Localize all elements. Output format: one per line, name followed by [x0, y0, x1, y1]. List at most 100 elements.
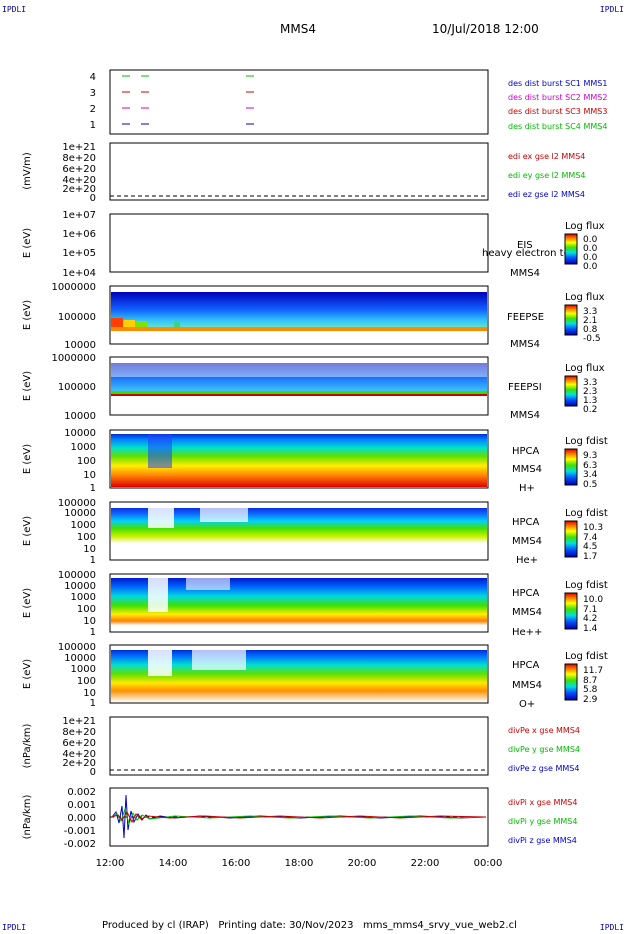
legend-edi-x: edi ex gse l2 MMS4 — [508, 152, 585, 161]
instrument-label: HPCA — [512, 660, 540, 671]
colorbar-title: Log flux — [565, 221, 605, 232]
y-axis-label: E (eV) — [22, 516, 33, 546]
instrument-label: FEEPSE — [507, 312, 544, 323]
y-tick-label: 100000 — [58, 642, 96, 653]
y-tick-label: 0.002 — [67, 787, 96, 798]
y-tick-label: 0 — [90, 193, 96, 204]
y-tick-label: 10 — [83, 470, 96, 481]
instrument-label: HPCA — [512, 588, 540, 599]
y-tick-label: 10000 — [64, 411, 96, 422]
colorbar-tick: 3.4 — [583, 470, 598, 480]
colorbar-tick: 9.3 — [583, 451, 597, 461]
y-axis-label: (nPa/km) — [22, 724, 33, 769]
y-tick-label: 10 — [83, 688, 96, 699]
y-tick-label: 1 — [90, 698, 96, 709]
colorbar-tick: 0.5 — [583, 480, 597, 490]
colorbar-tick: 2.1 — [583, 316, 597, 326]
y-tick-label: 1e+21 — [62, 142, 96, 153]
colorbar-tick: -0.5 — [583, 334, 601, 344]
x-tick-label: 20:00 — [348, 858, 377, 869]
footer-text: Produced by cl (IRAP) Printing date: 30/… — [102, 920, 517, 931]
colorbar-tick: 4.5 — [583, 542, 597, 552]
instrument-label: HPCA — [512, 446, 540, 457]
spacecraft-title: MMS4 — [280, 22, 316, 36]
spacecraft-label: MMS4 — [512, 607, 542, 618]
legend-divpi-y: divPi y gse MMS4 — [508, 817, 577, 826]
y-tick-label: 1e+21 — [62, 716, 96, 727]
panel-feepse: 1000000 100000 10000 E (eV) FEEPSE MMS4 … — [22, 282, 605, 351]
spectrogram-hpca-hepp — [111, 575, 487, 631]
spacecraft-label: MMS4 — [510, 339, 540, 350]
y-axis-label: E (eV) — [22, 371, 33, 401]
y-axis-label: E (eV) — [22, 300, 33, 330]
instrument-label: EIS — [517, 240, 533, 251]
legend-sc4: des dist burst SC4 MMS4 — [508, 122, 607, 131]
colorbar-title: Log fdist — [565, 580, 608, 591]
colorbar-tick: 1.3 — [583, 396, 597, 406]
panel-hpca-he: 100000 10000 1000 100 10 1 E (eV) HPCA M… — [22, 498, 608, 566]
corner-label-tr: IPDLI — [599, 5, 624, 14]
legend-divpi-z: divPi z gse MMS4 — [508, 836, 577, 845]
colorbar-tick: 5.8 — [583, 685, 598, 695]
series-divpi-x — [111, 810, 487, 824]
y-tick-label: 0.001 — [67, 800, 96, 811]
colorbar-tick: 2.9 — [583, 695, 598, 705]
panel-hpca-hepp: 100000 10000 1000 100 10 1 E (eV) HPCA M… — [22, 570, 608, 638]
y-tick-label: -0.002 — [64, 839, 96, 850]
spacecraft-label: MMS4 — [512, 536, 542, 547]
datetime-title: 10/Jul/2018 12:00 — [432, 22, 539, 36]
y-tick-label: 1 — [90, 627, 96, 638]
colorbar-tick: 0.0 — [583, 253, 598, 263]
colorbar — [564, 304, 578, 336]
y-tick-label: 10 — [83, 616, 96, 627]
legend-divpi-x: divPi x gse MMS4 — [508, 798, 577, 807]
x-tick-label: 18:00 — [285, 858, 314, 869]
colorbar-title: Log flux — [565, 363, 605, 374]
panel-divpe: 1e+21 8e+20 6e+20 4e+20 2e+20 0 (nPa/km)… — [22, 716, 580, 778]
colorbar — [564, 233, 578, 265]
y-tick-label: 2e+20 — [62, 758, 96, 769]
y-tick-label: 3 — [90, 88, 96, 99]
x-tick-label: 14:00 — [159, 858, 188, 869]
panel-divpi: 0.002 0.001 0.000 -0.001 -0.002 (nPa/km)… — [22, 787, 577, 850]
instrument-label: HPCA — [512, 517, 540, 528]
y-tick-label: 100 — [77, 532, 96, 543]
y-tick-label: 1 — [90, 120, 96, 131]
y-tick-label: 10000 — [64, 581, 96, 592]
y-tick-label: 1000 — [71, 664, 96, 675]
colorbar — [564, 375, 578, 407]
y-tick-label: 1e+04 — [62, 268, 96, 279]
y-tick-label: 10000 — [64, 340, 96, 351]
overlay-text: heavy electron to — [482, 248, 570, 259]
y-tick-label: 1000 — [71, 442, 96, 453]
spectrogram-feepse — [111, 292, 487, 327]
colorbar-tick: 1.4 — [583, 624, 598, 634]
panel-feepsi: 1000000 100000 10000 E (eV) FEEPSI MMS4 … — [22, 353, 605, 422]
y-tick-label: 10000 — [64, 653, 96, 664]
y-axis-label: E (eV) — [22, 444, 33, 474]
colorbar-tick: 3.3 — [583, 307, 597, 317]
y-tick-label: 4 — [90, 72, 96, 83]
colorbar — [564, 663, 578, 701]
colorbar — [564, 448, 578, 486]
colorbar-tick: 4.2 — [583, 614, 597, 624]
colorbar-tick: 2.3 — [583, 387, 597, 397]
colorbar-tick: 10.3 — [583, 523, 603, 533]
spacecraft-label: MMS4 — [512, 464, 542, 475]
spectrogram-hpca-o — [111, 646, 487, 702]
y-tick-label: 100000 — [58, 570, 96, 581]
y-tick-label: 6e+20 — [62, 164, 96, 175]
y-tick-label: 8e+20 — [62, 727, 96, 738]
y-axis-label: E (eV) — [22, 588, 33, 618]
corner-label-bl: IPDLI — [2, 923, 27, 932]
x-tick-label: 12:00 — [96, 858, 125, 869]
y-tick-label: 10000 — [64, 508, 96, 519]
colorbar-tick: 0.2 — [583, 405, 597, 415]
y-tick-label: 100000 — [58, 498, 96, 509]
colorbar — [564, 592, 578, 630]
legend-divpe-y: divPe y gse MMS4 — [508, 745, 580, 754]
y-axis-label: E (eV) — [22, 659, 33, 689]
y-tick-label: -0.001 — [64, 826, 96, 837]
y-tick-label: 0 — [90, 767, 96, 778]
time-axis: 12:00 14:00 16:00 18:00 20:00 22:00 00:0… — [96, 858, 503, 869]
